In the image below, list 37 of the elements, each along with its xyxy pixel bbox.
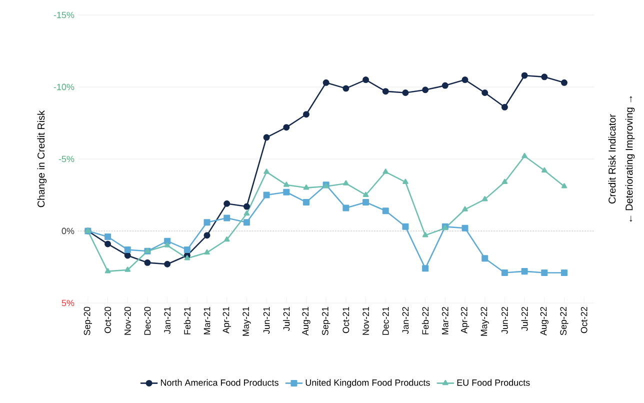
x-tick-label: Mar-21 <box>204 306 210 334</box>
x-tick-label: May-21 <box>242 306 251 336</box>
x-tick-label: Aug-21 <box>302 306 310 336</box>
legend-label: United Kingdom Food Products <box>306 379 430 388</box>
x-tick-label: Jun-22 <box>502 306 508 334</box>
x-tick-label: Jul-22 <box>521 306 528 331</box>
x-tick-label: Sep-21 <box>322 306 330 336</box>
x-tick-label: Nov-20 <box>124 306 131 335</box>
x-tick-label: Dec-21 <box>382 306 389 335</box>
y-tick-label: -10% <box>54 84 74 90</box>
x-tick-label: Sep-20 <box>84 306 92 336</box>
x-tick-label: Jun-21 <box>263 306 270 334</box>
x-tick-label: Mar-22 <box>442 306 448 334</box>
x-tick-label: Nov-21 <box>362 306 369 335</box>
x-tick-label: May-22 <box>480 306 489 336</box>
legend-label: EU Food Products <box>457 379 530 386</box>
y-tick-label: -15% <box>54 12 74 18</box>
x-tick-label: Apr-21 <box>222 306 231 334</box>
x-tick-label: Oct-22 <box>580 306 588 334</box>
x-tick-label: Feb-22 <box>422 306 429 334</box>
y2-axis-title: Credit Risk Indicator <box>608 114 616 204</box>
x-tick-label: Dec-20 <box>144 306 151 335</box>
x-tick-label: Sep-22 <box>560 306 568 336</box>
y-tick-label: -5% <box>58 156 74 162</box>
x-tick-label: Jan-21 <box>164 306 171 334</box>
x-tick-label: Oct-20 <box>104 306 111 334</box>
x-tick-label: Jul-21 <box>283 306 290 331</box>
text: ← Deteriorating Improving → <box>625 96 635 222</box>
legend-label: North America Food Products <box>160 379 278 386</box>
y-axis-title: Change in Credit Risk <box>37 110 47 208</box>
x-tick-label: Apr-22 <box>460 306 470 334</box>
x-tick-label: Oct-21 <box>342 306 350 334</box>
x-tick-label: Aug-22 <box>540 306 548 336</box>
y-tick-label: 5% <box>62 300 74 306</box>
x-tick-label: Jan-22 <box>402 306 409 334</box>
x-tick-label: Feb-21 <box>184 306 190 334</box>
y-tick-label: 0% <box>62 228 74 234</box>
